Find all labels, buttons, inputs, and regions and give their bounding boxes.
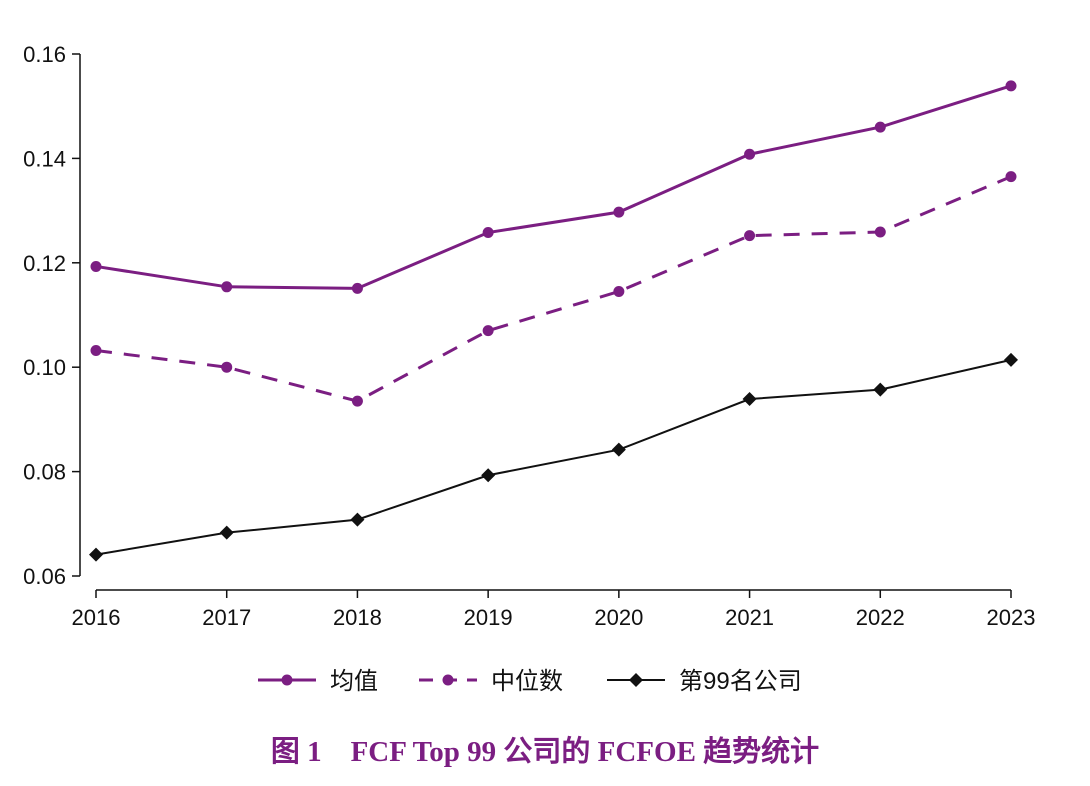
data-point [351, 282, 363, 294]
series-3 [89, 352, 1018, 562]
data-point [482, 227, 494, 239]
data-point [611, 442, 626, 457]
y-tick-label: 0.10 [23, 355, 66, 380]
data-point [90, 260, 102, 272]
series-line [95, 84, 1012, 290]
data-point [221, 281, 233, 293]
y-tick-label: 0.06 [23, 564, 66, 589]
legend-item: 第99名公司 [607, 668, 802, 695]
data-point [1005, 80, 1017, 92]
series-layer [89, 80, 1018, 562]
legend-marker [442, 674, 454, 686]
data-point [742, 392, 757, 407]
x-tick-label: 2016 [72, 605, 121, 630]
data-point [613, 286, 625, 298]
data-point [744, 148, 756, 160]
data-point [482, 325, 494, 337]
data-point [1005, 171, 1017, 183]
x-tick-label: 2022 [856, 605, 905, 630]
data-point [351, 395, 363, 407]
data-point [481, 468, 496, 483]
data-point [350, 512, 365, 527]
data-point [613, 206, 625, 218]
figure-caption: 图 1 FCF Top 99 公司的 FCFOE 趋势统计 [270, 736, 820, 768]
x-tick-label: 2018 [333, 605, 382, 630]
line-chart: 0.06 0.08 0.10 0.12 0.14 0.16 2016 2017 2018 2019… [23, 42, 1035, 695]
x-tick-label: 2019 [464, 605, 513, 630]
x-tick-label: 2021 [725, 605, 774, 630]
series-line [95, 358, 1012, 556]
data-point [1004, 352, 1018, 367]
x-tick-label: 2020 [594, 605, 643, 630]
y-tick-label: 0.12 [23, 251, 66, 276]
x-tick-label: 2023 [987, 605, 1036, 630]
data-point [89, 547, 103, 562]
axes: 0.06 0.08 0.10 0.12 0.14 0.16 2016 2017 2018 2019… [23, 42, 1035, 630]
legend-label: 中位数 [491, 668, 563, 695]
y-tick-label: 0.16 [23, 42, 66, 67]
data-point [221, 361, 233, 373]
legend-marker [281, 674, 293, 686]
series-1 [90, 80, 1017, 294]
data-point [219, 525, 234, 540]
data-point [873, 382, 888, 397]
legend-marker [629, 673, 643, 687]
legend-label: 均值 [330, 668, 378, 695]
legend: 均值 中位数 第99名公司 [258, 668, 802, 695]
legend-label: 第99名公司 [679, 668, 802, 695]
series-2 [90, 171, 1017, 407]
data-point [874, 121, 886, 133]
legend-item: 中位数 [419, 668, 563, 695]
legend-item: 均值 [258, 668, 378, 695]
y-tick-label: 0.08 [23, 460, 66, 485]
x-tick-label: 2017 [202, 605, 251, 630]
y-tick-label: 0.14 [23, 146, 66, 171]
data-point [90, 344, 102, 356]
data-point [874, 226, 886, 238]
data-point [744, 230, 756, 242]
series-line [95, 175, 1012, 403]
